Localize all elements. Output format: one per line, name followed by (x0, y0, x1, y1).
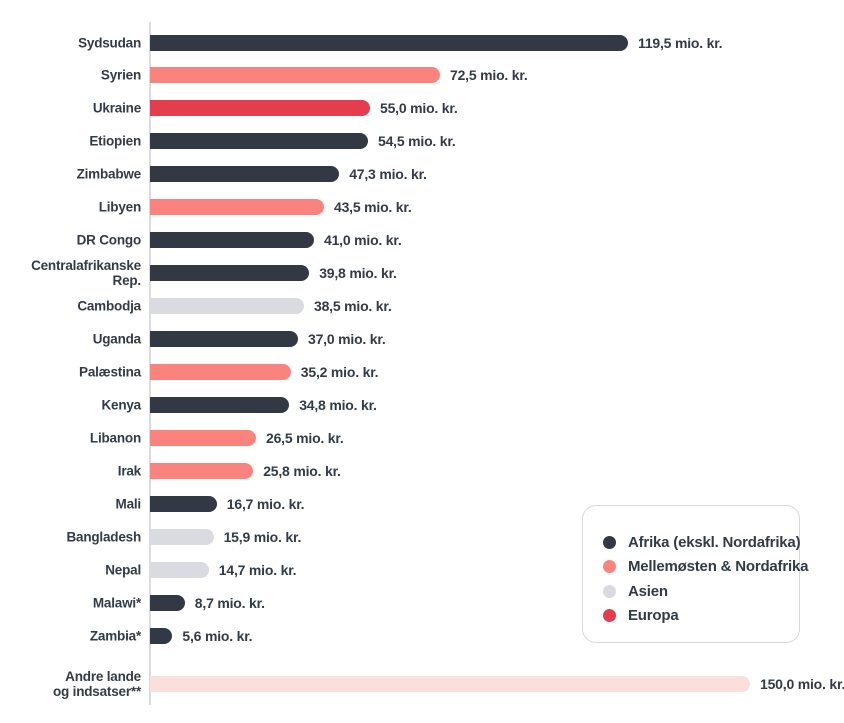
chart-row: Malawi* 8,7 mio. kr. (0, 586, 844, 619)
value-label: 72,5 mio. kr. (450, 67, 528, 84)
legend-dot-europa-icon (603, 609, 616, 623)
legend-dot-asien-icon (603, 584, 616, 598)
chart-row: Centralafrikanske Rep. 39,8 mio. kr. (0, 257, 844, 290)
bar (150, 232, 314, 249)
category-label: Nepal (105, 562, 141, 578)
bar (150, 100, 370, 117)
chart-row: Syrien 72,5 mio. kr. (0, 59, 844, 92)
chart-row: Kenya 34,8 mio. kr. (0, 388, 844, 421)
legend-label-mellemoesten: Mellemøsten & Nordafrika (628, 558, 809, 576)
bar (150, 67, 440, 84)
category-label: Palæstina (79, 364, 141, 380)
category-label: Libyen (98, 199, 142, 215)
legend-item-europa: Europa (603, 604, 799, 629)
bar (150, 331, 298, 348)
y-axis-line (149, 22, 151, 705)
value-label: 43,5 mio. kr. (334, 199, 412, 216)
bar (150, 199, 324, 216)
legend-label-afrika: Afrika (ekskl. Nordafrika) (628, 533, 801, 551)
value-label: 47,3 mio. kr. (349, 166, 427, 183)
chart-row: Andre lande og indsatser** 150,0 mio. kr. (0, 667, 844, 700)
value-label: 25,8 mio. kr. (263, 462, 341, 479)
value-label: 26,5 mio. kr. (266, 429, 344, 446)
value-label: 35,2 mio. kr. (300, 364, 379, 380)
value-label: 39,8 mio. kr. (319, 265, 397, 282)
category-label: Kenya (101, 397, 141, 413)
value-label: 14,7 mio. kr. (218, 561, 297, 578)
value-label: 34,8 mio. kr. (299, 396, 377, 413)
bar (150, 561, 209, 578)
value-label: 55,0 mio. kr. (380, 100, 458, 117)
bar (150, 364, 291, 380)
bar (150, 265, 310, 282)
chart-row: Nepal 14,7 mio. kr. (0, 553, 844, 586)
legend-dot-afrika-icon (603, 535, 616, 549)
bar (150, 462, 254, 479)
bar (150, 396, 290, 413)
bar (150, 495, 217, 512)
bar (150, 429, 256, 446)
bar (150, 528, 214, 545)
chart-row: Libanon 26,5 mio. kr. (0, 421, 844, 454)
legend-item-afrika: Afrika (ekskl. Nordafrika) (603, 530, 801, 555)
legend-dot-mellemoesten-icon (603, 560, 616, 574)
value-label: 38,5 mio. kr. (314, 298, 392, 315)
chart-row: Libyen 43,5 mio. kr. (0, 191, 844, 224)
category-label: Ukraine (92, 100, 141, 116)
value-label: 41,0 mio. kr. (324, 232, 402, 249)
chart-row: Sydsudan 119,5 mio. kr. (0, 26, 844, 59)
category-label: Bangladesh (66, 529, 141, 545)
legend: Afrika (ekskl. Nordafrika) Mellemøsten &… (582, 505, 808, 643)
category-label: Zambia* (89, 628, 141, 644)
chart-row: Bangladesh 15,9 mio. kr. (0, 520, 844, 553)
category-label: Malawi* (92, 595, 141, 611)
bar (150, 166, 340, 183)
category-label: Irak (117, 463, 141, 479)
category-label: Zimbabwe (76, 166, 142, 182)
bar (150, 133, 368, 150)
category-label: DR Congo (76, 232, 142, 248)
category-label: Centralafrikanske Rep. (31, 258, 141, 289)
chart-row: Cambodja 38,5 mio. kr. (0, 290, 844, 323)
value-label: 8,7 mio. kr. (194, 594, 265, 611)
value-label: 150,0 mio. kr. (760, 675, 844, 692)
category-label: Cambodja (77, 298, 141, 314)
chart-row: Zambia* 5,6 mio. kr. (0, 619, 844, 652)
chart-row: DR Congo 41,0 mio. kr. (0, 224, 844, 257)
bar (150, 594, 185, 611)
value-label: 37,0 mio. kr. (308, 331, 386, 348)
category-label: Syrien (100, 67, 141, 83)
chart-row: Irak 25,8 mio. kr. (0, 454, 844, 487)
legend-label-asien: Asien (628, 582, 668, 600)
chart-row: Palæstina 35,2 mio. kr. (0, 356, 844, 389)
value-label: 5,6 mio. kr. (182, 627, 253, 644)
category-label: Etiopien (89, 133, 141, 149)
legend-item-mellemoesten: Mellemøsten & Nordafrika (603, 555, 808, 580)
chart-row: Uganda 37,0 mio. kr. (0, 323, 844, 356)
category-label: Sydsudan (78, 35, 141, 50)
value-label: 16,7 mio. kr. (226, 495, 305, 512)
chart-row: Etiopien 54,5 mio. kr. (0, 125, 844, 158)
category-label: Uganda (92, 331, 142, 347)
bar (150, 627, 173, 644)
category-label: Mali (115, 496, 142, 512)
bar (150, 298, 304, 315)
chart-row: Mali 16,7 mio. kr. (0, 487, 844, 520)
value-label: 54,5 mio. kr. (378, 133, 456, 150)
chart-row: Ukraine 55,0 mio. kr. (0, 92, 844, 125)
category-label: Andre lande og indsatser** (53, 668, 141, 699)
value-label: 15,9 mio. kr. (223, 528, 302, 545)
value-label: 119,5 mio. kr. (638, 34, 723, 51)
bar (150, 34, 628, 51)
bar (150, 675, 750, 692)
category-label: Libanon (89, 430, 141, 446)
chart-row: Zimbabwe 47,3 mio. kr. (0, 158, 844, 191)
legend-label-europa: Europa (628, 607, 679, 625)
legend-item-asien: Asien (603, 579, 799, 604)
